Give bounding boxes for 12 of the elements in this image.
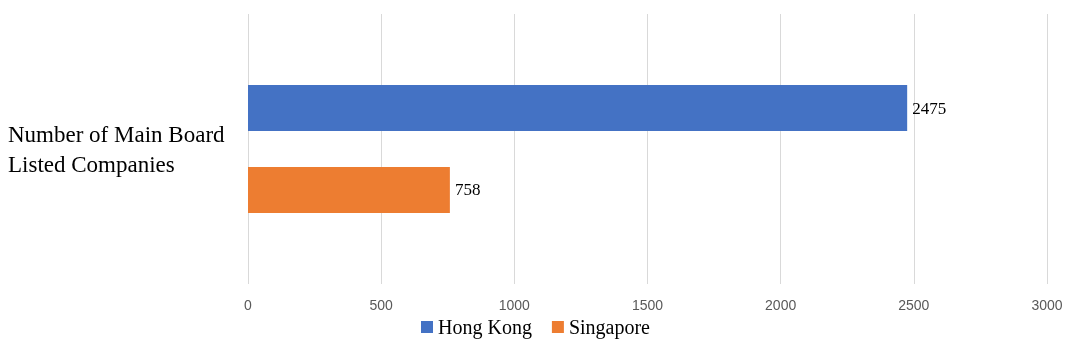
x-tick-label: 3000 (1031, 297, 1063, 313)
x-tick-label: 500 (369, 297, 394, 313)
data-label: 758 (454, 180, 481, 200)
y-tick-label: Number of Main Board Listed Companies (8, 121, 231, 177)
legend-label: Hong Kong (438, 316, 532, 339)
x-tick-label: 1500 (631, 297, 664, 313)
x-tick-label: 0 (244, 297, 253, 313)
x-tick-label: 2000 (765, 297, 797, 313)
data-label: 2475 (912, 98, 947, 118)
x-tick-label: 1000 (498, 297, 531, 313)
x-tick-label: 2500 (898, 297, 930, 313)
legend-label: Singapore (568, 316, 651, 339)
